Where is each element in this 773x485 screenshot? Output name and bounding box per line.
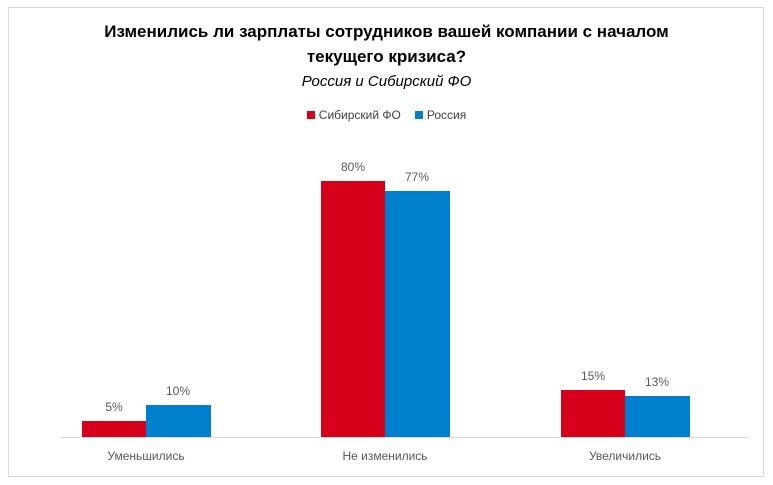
bar-russia-decreased xyxy=(146,405,211,437)
chart-subtitle: Россия и Сибирский ФО xyxy=(301,73,472,90)
value-label: 77% xyxy=(404,170,430,184)
category-label: Уменьшились xyxy=(107,449,185,463)
legend-swatch-red xyxy=(306,111,315,119)
value-label: 5% xyxy=(105,400,123,414)
value-label: 80% xyxy=(340,160,366,174)
bar-russia-unchanged xyxy=(385,191,450,437)
value-label: 15% xyxy=(580,369,606,383)
category-label: Увеличились xyxy=(588,449,662,463)
bar-siberia-decreased xyxy=(82,421,146,437)
bar-siberia-increased xyxy=(561,390,625,437)
legend-label: Россия xyxy=(426,108,467,122)
chart-title-line-2: текущего кризиса? xyxy=(306,47,467,66)
chart-legend: Сибирский ФО Россия xyxy=(0,108,773,122)
value-label: 13% xyxy=(644,375,670,389)
category-label: Не изменились xyxy=(342,449,428,463)
bar-siberia-unchanged xyxy=(321,181,385,437)
chart-title-line-1: Изменились ли зарплаты сотрудников вашей… xyxy=(104,22,669,41)
legend-item-russia: Россия xyxy=(414,108,467,122)
legend-item-siberia: Сибирский ФО xyxy=(306,108,401,122)
value-label: 10% xyxy=(165,384,191,398)
legend-label: Сибирский ФО xyxy=(318,108,401,122)
legend-swatch-blue xyxy=(414,111,423,119)
bar-russia-increased xyxy=(625,396,690,437)
x-axis-line xyxy=(60,437,750,438)
